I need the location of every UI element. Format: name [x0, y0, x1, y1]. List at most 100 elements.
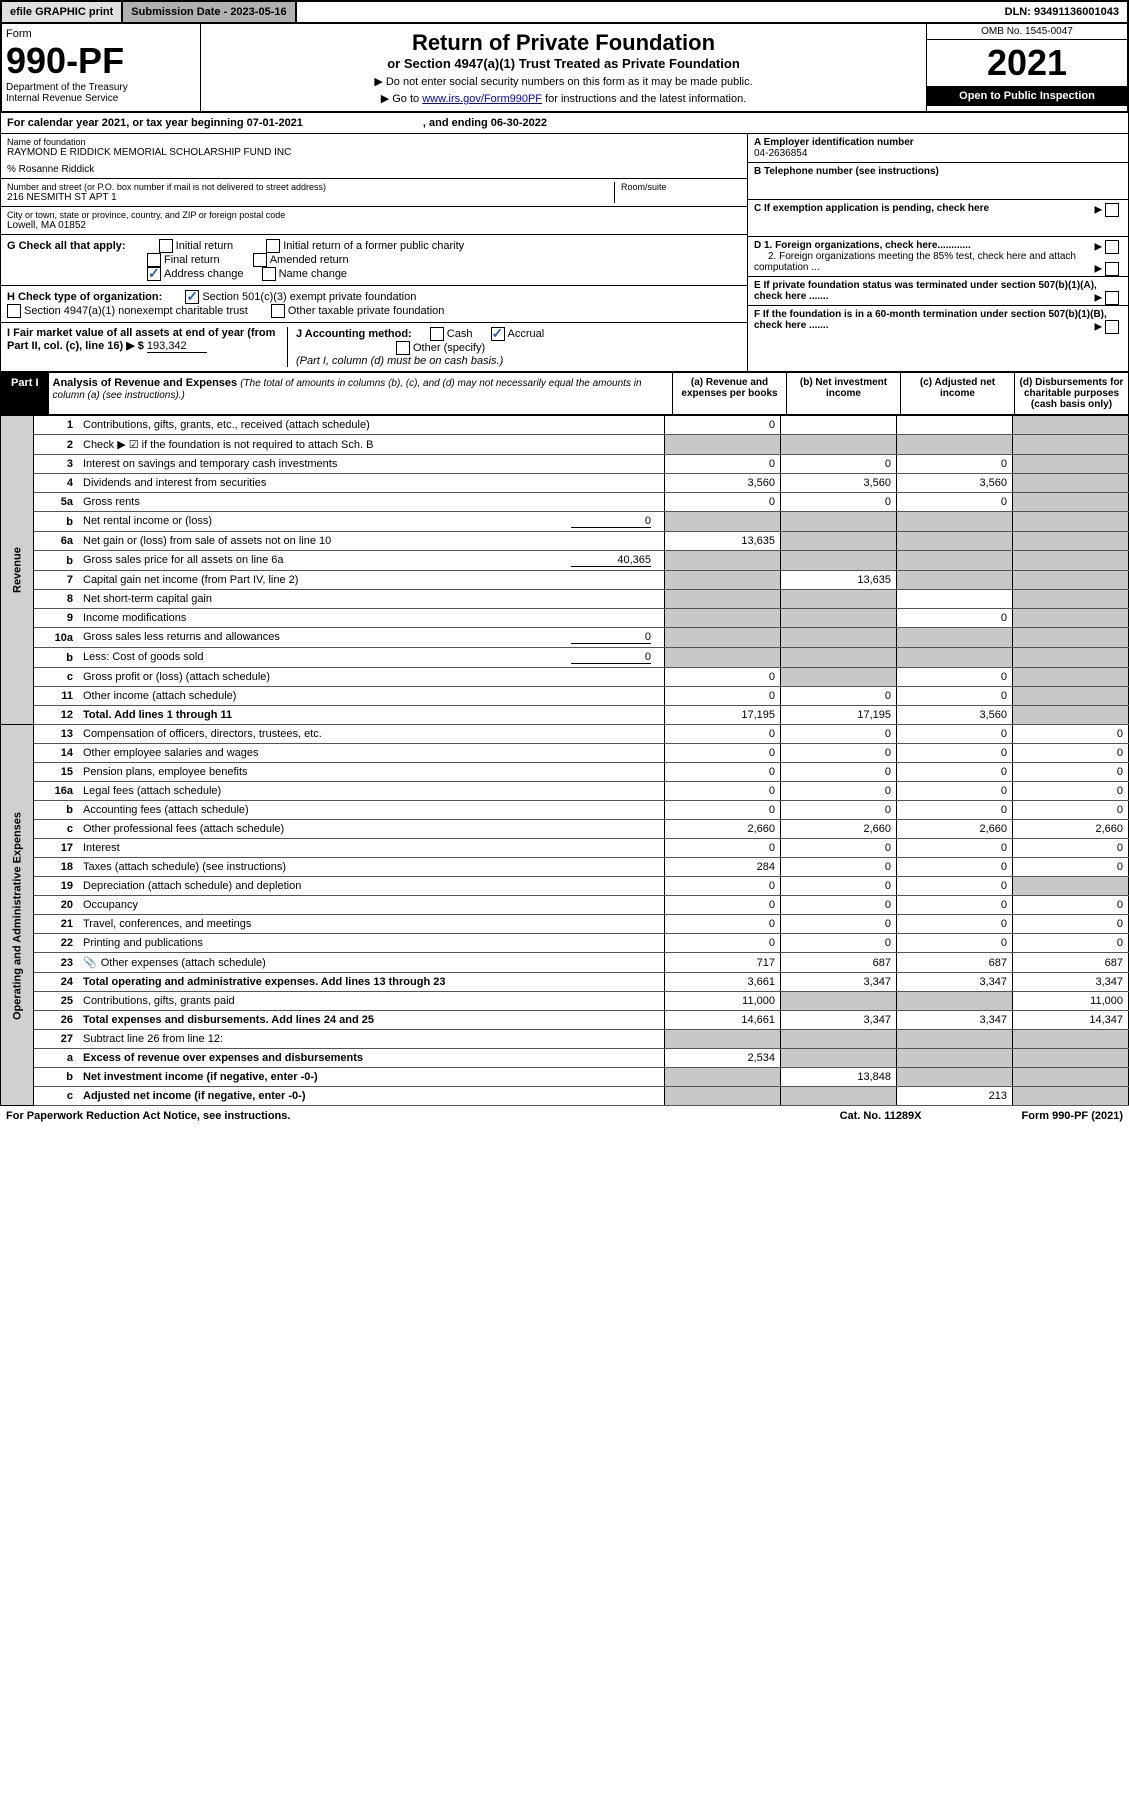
instructions-link[interactable]: www.irs.gov/Form990PF: [422, 93, 542, 105]
line-label: Check ▶ ☑ if the foundation is not requi…: [78, 435, 665, 455]
efile-label: efile GRAPHIC print: [2, 2, 123, 22]
tax-year: 2021: [927, 40, 1127, 86]
cell-c: 0: [897, 782, 1013, 801]
line-number: 15: [34, 763, 79, 782]
checkbox-initial-former[interactable]: [266, 239, 280, 253]
checkbox-d1[interactable]: [1105, 240, 1119, 254]
col-a-head: (a) Revenue and expenses per books: [672, 373, 786, 414]
cell-d: 0: [1013, 763, 1129, 782]
checkbox-other-method[interactable]: [396, 341, 410, 355]
cell-a: 0: [665, 455, 781, 474]
table-row: 16aLegal fees (attach schedule)0000: [1, 782, 1129, 801]
cell-b: [781, 1049, 897, 1068]
line-label: Income modifications: [78, 609, 665, 628]
cell-c: 0: [897, 744, 1013, 763]
d1-label: D 1. Foreign organizations, check here..…: [754, 240, 971, 251]
line-label: Travel, conferences, and meetings: [78, 915, 665, 934]
footer-mid: Cat. No. 11289X: [840, 1110, 922, 1122]
cell-d: [1013, 668, 1129, 687]
cell-d: [1013, 571, 1129, 590]
irs-label: Internal Revenue Service: [6, 93, 196, 104]
table-row: 11Other income (attach schedule)000: [1, 687, 1129, 706]
cell-c: 3,347: [897, 1011, 1013, 1030]
table-row: 7Capital gain net income (from Part IV, …: [1, 571, 1129, 590]
checkbox-c[interactable]: [1105, 203, 1119, 217]
checkbox-name-change[interactable]: [262, 267, 276, 281]
cell-b: [781, 992, 897, 1011]
cell-a: 0: [665, 915, 781, 934]
line-number: b: [34, 648, 79, 668]
cell-c: 0: [897, 858, 1013, 877]
line-label: Net rental income or (loss) 0: [78, 512, 665, 532]
form-number: 990-PF: [6, 40, 196, 82]
cell-c: [897, 992, 1013, 1011]
section-g: G Check all that apply: Initial return I…: [1, 235, 747, 286]
cell-c: [897, 512, 1013, 532]
checkbox-4947[interactable]: [7, 304, 21, 318]
cell-a: 3,661: [665, 973, 781, 992]
cell-c: 0: [897, 763, 1013, 782]
cell-b: [781, 551, 897, 571]
checkbox-address-change[interactable]: [147, 267, 161, 281]
line-label: 📎Other expenses (attach schedule): [78, 953, 665, 973]
line-number: c: [34, 1087, 79, 1106]
cell-b: [781, 1030, 897, 1049]
table-row: bGross sales price for all assets on lin…: [1, 551, 1129, 571]
form-title: Return of Private Foundation: [207, 30, 920, 56]
table-row: cOther professional fees (attach schedul…: [1, 820, 1129, 839]
table-row: 23📎Other expenses (attach schedule)71768…: [1, 953, 1129, 973]
line-number: 19: [34, 877, 79, 896]
line-number: 8: [34, 590, 79, 609]
section-i-j: I Fair market value of all assets at end…: [1, 323, 747, 371]
table-row: 4Dividends and interest from securities3…: [1, 474, 1129, 493]
line-number: 5a: [34, 493, 79, 512]
table-row: 12Total. Add lines 1 through 1117,19517,…: [1, 706, 1129, 725]
cell-b: 0: [781, 896, 897, 915]
cell-a: [665, 512, 781, 532]
table-row: aExcess of revenue over expenses and dis…: [1, 1049, 1129, 1068]
cell-c: 0: [897, 493, 1013, 512]
c-label: C If exemption application is pending, c…: [754, 203, 989, 214]
line-label: Pension plans, employee benefits: [78, 763, 665, 782]
cell-d: 0: [1013, 744, 1129, 763]
cell-c: 0: [897, 668, 1013, 687]
table-row: 14Other employee salaries and wages0000: [1, 744, 1129, 763]
cell-b: [781, 416, 897, 435]
checkbox-other-taxable[interactable]: [271, 304, 285, 318]
cell-a: [665, 590, 781, 609]
table-row: 27Subtract line 26 from line 12:: [1, 1030, 1129, 1049]
checkbox-f[interactable]: [1105, 320, 1119, 334]
checkbox-initial-return[interactable]: [159, 239, 173, 253]
inspection-label: Open to Public Inspection: [927, 86, 1127, 106]
cell-b: 3,560: [781, 474, 897, 493]
checkbox-cash[interactable]: [430, 327, 444, 341]
cell-d: [1013, 1030, 1129, 1049]
omb-number: OMB No. 1545-0047: [927, 24, 1127, 40]
checkbox-accrual[interactable]: [491, 327, 505, 341]
checkbox-d2[interactable]: [1105, 262, 1119, 276]
checkbox-amended[interactable]: [253, 253, 267, 267]
table-row: 5aGross rents000: [1, 493, 1129, 512]
form-label: Form: [6, 28, 196, 40]
cell-a: [665, 1087, 781, 1106]
line-number: 21: [34, 915, 79, 934]
line-label: Legal fees (attach schedule): [78, 782, 665, 801]
cell-b: 13,635: [781, 571, 897, 590]
table-row: 6aNet gain or (loss) from sale of assets…: [1, 532, 1129, 551]
cell-c: [897, 1030, 1013, 1049]
cell-b: 0: [781, 687, 897, 706]
part1-label: Part I: [1, 373, 49, 414]
table-row: 19Depreciation (attach schedule) and dep…: [1, 877, 1129, 896]
checkbox-e[interactable]: [1105, 291, 1119, 305]
line-number: 12: [34, 706, 79, 725]
line-label: Compensation of officers, directors, tru…: [78, 725, 665, 744]
cell-a: 2,660: [665, 820, 781, 839]
cell-b: 3,347: [781, 1011, 897, 1030]
cell-c: [897, 648, 1013, 668]
cell-c: [897, 435, 1013, 455]
dln-label: DLN: 93491136001043: [997, 2, 1127, 22]
cell-a: [665, 435, 781, 455]
table-row: 8Net short-term capital gain: [1, 590, 1129, 609]
checkbox-501c3[interactable]: [185, 290, 199, 304]
line-number: 27: [34, 1030, 79, 1049]
